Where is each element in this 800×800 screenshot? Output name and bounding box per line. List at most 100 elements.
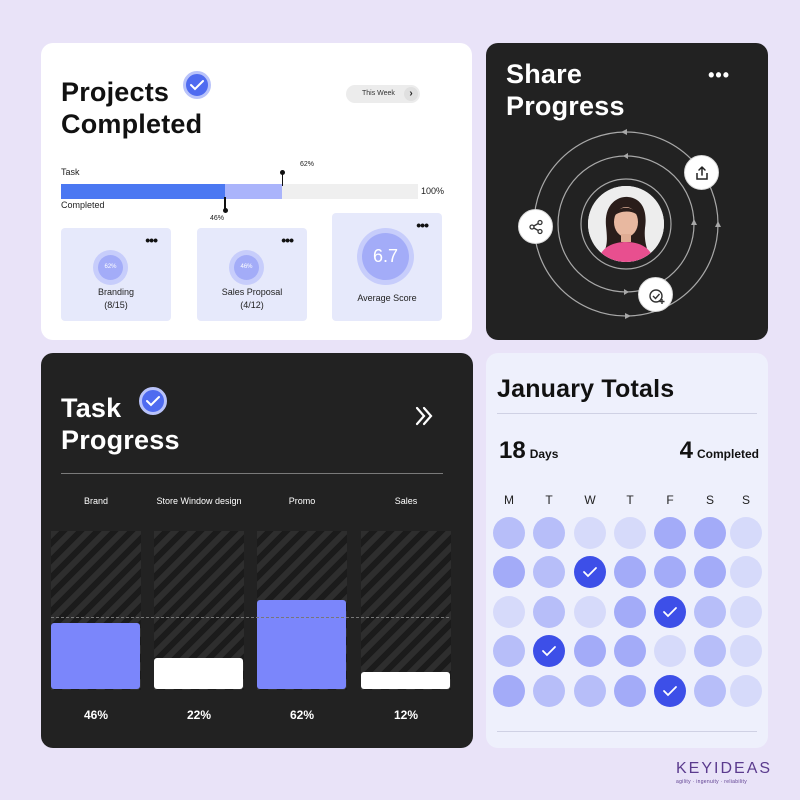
calendar-day[interactable] (614, 517, 646, 549)
completed-segment (61, 184, 226, 199)
column-label: Promo (288, 496, 316, 506)
calendar-day[interactable] (533, 517, 565, 549)
calendar-day[interactable] (694, 675, 726, 707)
calendar-day[interactable] (694, 635, 726, 667)
calendar-day[interactable] (614, 556, 646, 588)
branding-ring-value: 62% (98, 255, 123, 280)
calendar-day[interactable] (614, 675, 646, 707)
more-icon[interactable]: ••• (416, 217, 429, 233)
add-check-button[interactable] (638, 277, 673, 312)
share-title: Share Progress (506, 58, 625, 122)
weekday-label: T (626, 493, 634, 507)
full-label: 100% (421, 186, 445, 196)
divider (61, 473, 443, 474)
check-icon (542, 646, 556, 657)
more-icon[interactable]: ••• (708, 65, 730, 85)
calendar-day[interactable] (574, 635, 606, 667)
calendar-day[interactable] (614, 635, 646, 667)
weekday-label: S (705, 493, 714, 507)
calendar-day[interactable] (694, 556, 726, 588)
weekday-label: M (504, 493, 514, 507)
week-selector[interactable]: This Week › (346, 85, 420, 103)
calendar-day[interactable] (654, 517, 686, 549)
calendar-day[interactable] (574, 596, 606, 628)
check-add-icon (649, 289, 665, 304)
column-percent: 62% (289, 708, 315, 722)
calendar-day[interactable] (533, 596, 565, 628)
task-progress-title-line2: Progress (61, 425, 180, 455)
calendar-day[interactable] (493, 517, 525, 549)
column-percent: 12% (393, 708, 419, 722)
calendar-day-completed[interactable] (574, 556, 606, 588)
column-bar[interactable] (257, 600, 346, 689)
days-word: Days (529, 447, 559, 461)
calendar-day[interactable] (614, 596, 646, 628)
divider (497, 731, 757, 732)
calendar-day[interactable] (493, 556, 525, 588)
calendar-day-completed[interactable] (654, 675, 686, 707)
branding-count: (8/15) (104, 300, 128, 310)
column-bar[interactable] (154, 658, 243, 689)
branding-card[interactable]: ••• 62% Branding (8/15) (61, 228, 171, 321)
completed-word: Completed (696, 447, 759, 461)
calendar-day[interactable] (533, 675, 565, 707)
calendar-day-completed[interactable] (654, 596, 686, 628)
calendar-day[interactable] (493, 596, 525, 628)
calendar-day[interactable] (574, 517, 606, 549)
calendar-day[interactable] (654, 556, 686, 588)
average-score-card[interactable]: ••• 6.7 Average Score (332, 213, 442, 321)
column-percent: 22% (186, 708, 212, 722)
marker-bottom-label: 46% (210, 215, 225, 222)
column-bar[interactable] (361, 672, 450, 689)
target-marker (281, 172, 284, 186)
check-badge-icon (139, 387, 168, 415)
weekday-label: S (741, 493, 750, 507)
days-count: 18 (499, 437, 526, 464)
weekday-label: W (584, 493, 596, 507)
calendar-day[interactable] (730, 675, 762, 707)
double-chevron-right-icon[interactable] (414, 405, 436, 427)
weekday-label: T (545, 493, 553, 507)
calendar-day[interactable] (493, 635, 525, 667)
user-avatar (588, 186, 664, 262)
calendar-day[interactable] (574, 675, 606, 707)
share-button[interactable] (518, 209, 553, 244)
calendar-day[interactable] (654, 635, 686, 667)
sales-proposal-ring: 46% (229, 250, 264, 285)
sales-proposal-card[interactable]: ••• 46% Sales Proposal (4/12) (197, 228, 307, 321)
calendar-day[interactable] (694, 596, 726, 628)
column-bar[interactable] (51, 623, 140, 689)
projects-completed-card: Projects Completed This Week › Task Comp… (41, 43, 472, 340)
brand-tagline: agility · ingenuity · reliability (676, 779, 748, 785)
calendar-day[interactable] (533, 556, 565, 588)
calendar-day[interactable] (694, 517, 726, 549)
calendar-day[interactable] (730, 635, 762, 667)
marker-top-label: 62% (300, 161, 315, 168)
calendar-day[interactable] (730, 596, 762, 628)
completed-count: 4 (679, 437, 693, 464)
january-totals-card: January Totals 18 Days 4 Completed M T W T F S S (486, 353, 768, 748)
share-upload-button[interactable] (684, 155, 719, 190)
more-icon[interactable]: ••• (281, 232, 294, 248)
chevron-right-icon[interactable]: › (404, 87, 418, 101)
share-title-line1: Share (506, 59, 583, 89)
share-progress-card: Share Progress ••• (486, 43, 768, 340)
calendar-day[interactable] (730, 517, 762, 549)
person-portrait-icon (588, 186, 664, 262)
calendar-day[interactable] (730, 556, 762, 588)
completed-stat: 4 Completed (680, 437, 759, 465)
sales-proposal-name: Sales Proposal (4/12) (197, 286, 307, 312)
completed-label: Completed (61, 200, 105, 210)
check-badge-icon (182, 71, 211, 99)
completed-marker (224, 197, 226, 211)
projects-title-line2: Completed (61, 109, 203, 139)
calendar-day-completed[interactable] (533, 635, 565, 667)
column-label: Sales (394, 496, 418, 506)
brand-logo: KEYIDEAS agility · ingenuity · reliabili… (676, 760, 770, 785)
task-progress-title: Task Progress (61, 387, 180, 456)
completed-marker-dot (222, 208, 228, 213)
more-icon[interactable]: ••• (145, 232, 158, 248)
calendar-day[interactable] (493, 675, 525, 707)
projects-title: Projects Completed (61, 71, 211, 140)
share-title-line2: Progress (506, 91, 625, 121)
